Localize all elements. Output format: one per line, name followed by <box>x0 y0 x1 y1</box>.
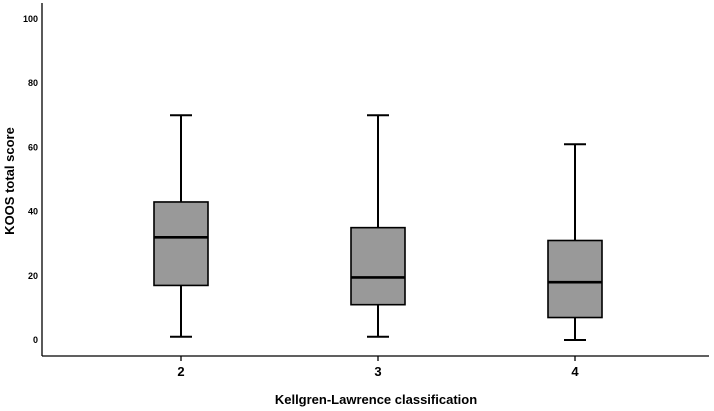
box-iqr-3 <box>350 226 406 306</box>
x-axis-title: Kellgren-Lawrence classification <box>275 392 477 407</box>
y-tick-label-20: 20 <box>28 271 38 281</box>
y-tick-label-60: 60 <box>28 142 38 152</box>
box-iqr-4 <box>547 239 603 319</box>
x-tick-label-4: 4 <box>571 364 579 379</box>
box-iqr-2 <box>153 201 209 287</box>
box-3 <box>350 114 406 338</box>
box-2 <box>153 114 209 338</box>
y-tick-labels: 0 20 40 60 80 100 <box>23 14 38 345</box>
x-tick-labels: 2 3 4 <box>177 356 579 379</box>
x-tick-label-2: 2 <box>177 364 184 379</box>
y-tick-label-0: 0 <box>33 335 38 345</box>
y-tick-label-40: 40 <box>28 207 38 217</box>
boxes <box>153 114 603 341</box>
y-tick-label-100: 100 <box>23 14 38 24</box>
axes <box>41 3 709 357</box>
y-tick-label-80: 80 <box>28 78 38 88</box>
x-tick-label-3: 3 <box>374 364 381 379</box>
y-axis-title: KOOS total score <box>2 127 17 235</box>
box-4 <box>547 143 603 341</box>
